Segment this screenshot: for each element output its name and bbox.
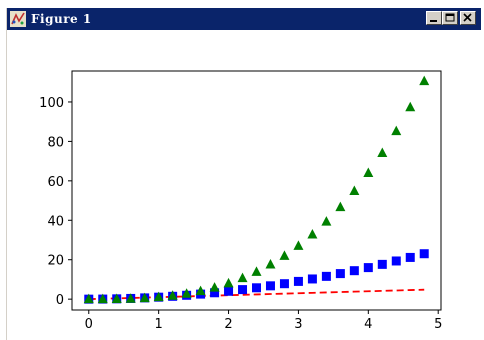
series-1-point-9: [210, 288, 220, 298]
series-2-point-18: [335, 201, 346, 212]
series-2-point-0: [83, 293, 94, 304]
figure-window: Figure 1 0 1 2 3 4 5 0 20 40 60 80 100: [6, 8, 481, 340]
series-1-point-21: [377, 259, 387, 269]
minimize-button[interactable]: [426, 11, 442, 25]
series-2-point-5: [153, 291, 164, 302]
series-2-point-24: [419, 75, 430, 86]
series-1-point-16: [307, 274, 317, 284]
series-1-point-24: [419, 249, 429, 259]
series-2-point-9: [209, 282, 220, 292]
series-1-point-22: [391, 256, 401, 266]
series-1-point-18: [335, 269, 345, 279]
y-tick-label-1: 20: [47, 254, 64, 269]
series-2-point-20: [363, 167, 374, 177]
y-tick-label-4: 80: [47, 135, 64, 150]
x-tick-label-4: 4: [364, 317, 372, 332]
series-2-point-11: [237, 272, 248, 283]
minimize-icon: [430, 20, 437, 22]
close-button[interactable]: [460, 11, 476, 25]
series-2-point-15: [293, 240, 304, 250]
series-2-point-6: [167, 290, 178, 300]
series-2-point-8: [195, 285, 206, 296]
maximize-icon: [445, 13, 455, 22]
window-title: Figure 1: [31, 12, 92, 26]
series-2-point-1: [97, 293, 108, 304]
series-1-point-23: [405, 252, 415, 262]
series-2-point-4: [139, 292, 150, 303]
series-2-point-17: [321, 216, 332, 226]
series-2-point-23: [405, 101, 416, 112]
series-2-point-7: [181, 288, 192, 298]
series-2-point-22: [391, 125, 402, 136]
y-tick-label-2: 40: [47, 214, 64, 229]
series-1-point-13: [265, 281, 275, 291]
y-tick-label-5: 100: [39, 96, 64, 111]
x-tick-label-2: 2: [224, 317, 232, 332]
x-tick-label-1: 1: [155, 317, 163, 332]
series-2-point-3: [125, 293, 136, 303]
series-1-point-15: [293, 276, 303, 286]
series-1-point-20: [363, 263, 373, 273]
close-icon: [463, 13, 472, 22]
series-2-point-12: [251, 266, 262, 276]
series-1-point-10: [224, 286, 234, 296]
y-tick-label-3: 60: [47, 175, 64, 190]
x-tick-label-5: 5: [434, 317, 442, 332]
series-1-point-14: [279, 279, 289, 289]
series-2-point-13: [265, 258, 276, 269]
series-2-point-21: [377, 147, 388, 158]
figure-app-icon[interactable]: [10, 11, 26, 27]
series-1-point-17: [321, 271, 331, 281]
series-1-point-12: [252, 283, 261, 293]
x-tick-label-0: 0: [85, 317, 93, 332]
series-2-point-16: [307, 229, 318, 239]
series-2-point-10: [223, 277, 234, 288]
series-1-point-11: [238, 285, 248, 295]
y-tick-label-0: 0: [56, 293, 64, 308]
series-2-point-2: [111, 293, 122, 304]
title-bar[interactable]: Figure 1: [7, 8, 481, 30]
series-2-point-19: [349, 185, 360, 195]
x-tick-label-3: 3: [294, 317, 302, 332]
series-2-point-14: [279, 250, 290, 260]
maximize-button[interactable]: [442, 11, 458, 25]
series-1-point-19: [349, 266, 359, 276]
plot-canvas: 0 1 2 3 4 5 0 20 40 60 80 100: [39, 70, 442, 332]
